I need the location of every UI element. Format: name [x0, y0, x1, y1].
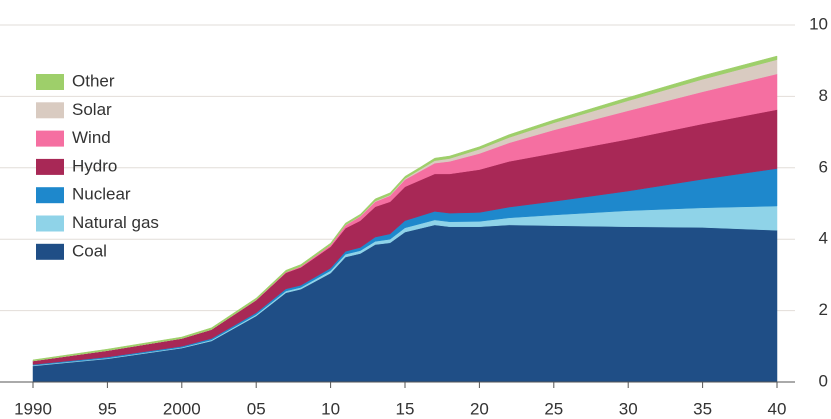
- area: [32, 224, 778, 383]
- legend-label: Coal: [72, 241, 107, 260]
- legend-label: Other: [72, 71, 115, 90]
- legend: Other Solar Wind Hydro Nuclear Natural gas Coa…: [36, 71, 159, 260]
- x-tick-label: 2000: [163, 399, 201, 418]
- y-tick-label: 6: [819, 157, 828, 176]
- legend-swatch: [36, 215, 64, 232]
- legend-swatch: [36, 243, 64, 260]
- x-tick-label: 05: [247, 399, 266, 418]
- legend-swatch: [36, 74, 64, 90]
- legend-label: Nuclear: [72, 185, 131, 204]
- legend-label: Wind: [72, 128, 111, 147]
- legend-label: Hydro: [72, 156, 117, 175]
- x-tick-label: 35: [693, 399, 712, 418]
- legend-label: Solar: [72, 100, 112, 119]
- legend-swatch: [36, 102, 64, 119]
- x-tick-label: 40: [768, 399, 787, 418]
- area: [32, 55, 778, 362]
- x-tick-label: 1990: [14, 399, 52, 418]
- y-tick-label: 8: [819, 86, 828, 105]
- x-tick-label: 25: [544, 399, 563, 418]
- y-tick-label: 10: [809, 14, 828, 33]
- legend-swatch: [36, 130, 64, 147]
- y-tick-label: 2: [819, 300, 828, 319]
- x-tick-label: 20: [470, 399, 489, 418]
- x-tick-label: 15: [396, 399, 415, 418]
- x-tick-label: 30: [619, 399, 638, 418]
- y-tick-label: 0: [819, 371, 828, 390]
- x-tick-label: 95: [98, 399, 117, 418]
- legend-label: Natural gas: [72, 213, 159, 232]
- legend-swatch: [36, 187, 64, 204]
- y-tick-label: 4: [819, 229, 828, 248]
- legend-swatch: [36, 158, 64, 175]
- x-tick-label: 10: [321, 399, 340, 418]
